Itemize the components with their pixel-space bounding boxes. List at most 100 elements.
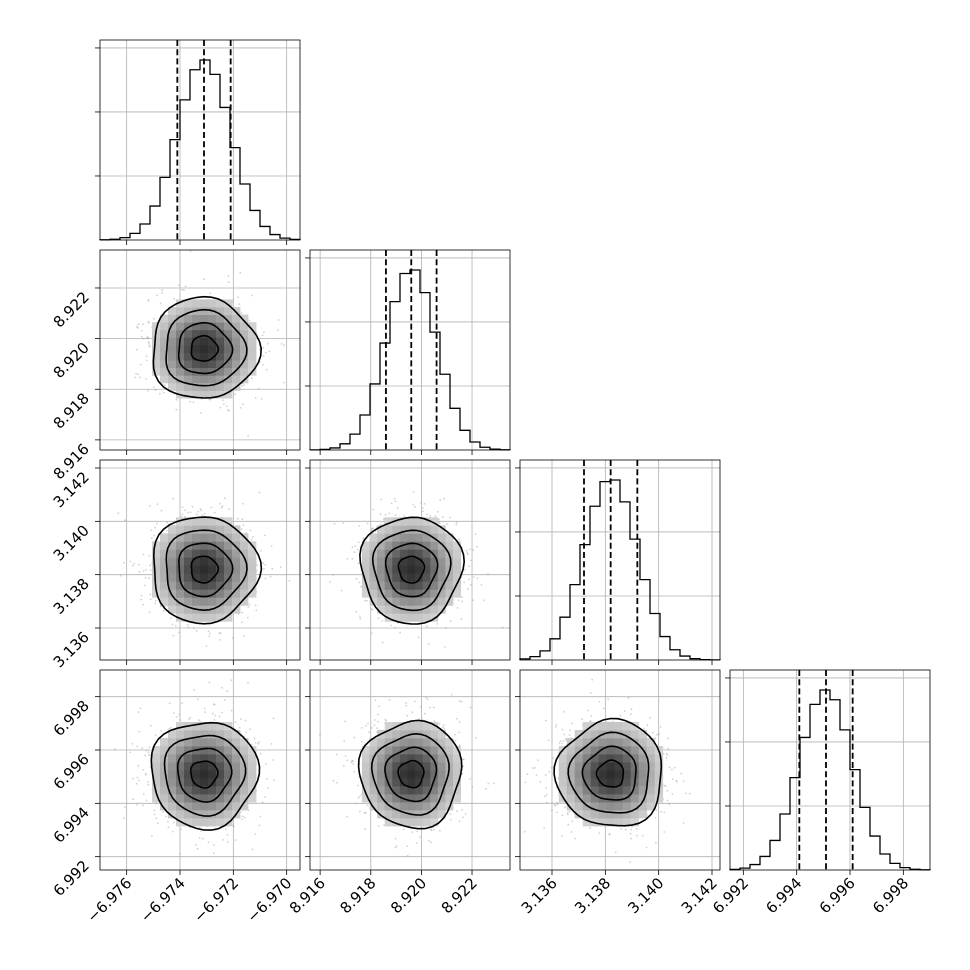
sample-point	[150, 529, 153, 531]
density-cell	[152, 754, 161, 763]
density-cell	[232, 802, 241, 811]
sample-point	[469, 778, 471, 780]
sample-point	[394, 846, 397, 849]
density-cell	[200, 738, 209, 747]
sample-point	[238, 303, 241, 306]
density-cell	[200, 754, 209, 763]
sample-point	[359, 617, 362, 620]
density-cell	[240, 565, 249, 574]
sample-point	[598, 832, 601, 834]
density-cell	[437, 597, 446, 606]
density-cell	[200, 352, 209, 361]
density-cell	[232, 754, 241, 763]
sample-point	[535, 774, 538, 776]
sample-point	[147, 783, 150, 786]
hist-line	[309, 269, 511, 451]
density-cell	[216, 557, 225, 566]
density-cell	[377, 786, 386, 795]
density-cell	[184, 605, 193, 614]
density-cell	[152, 770, 161, 779]
density-cell	[216, 337, 225, 346]
density-cell	[445, 589, 454, 598]
density-cell	[168, 738, 177, 747]
density-cell	[430, 738, 439, 747]
sample-point	[468, 578, 470, 580]
density-cell	[208, 810, 217, 819]
density-cell	[208, 541, 217, 550]
sample-point	[472, 576, 475, 578]
density-cell	[208, 573, 217, 582]
sample-point	[243, 634, 246, 637]
density-cell	[152, 344, 161, 353]
sample-point	[264, 796, 266, 798]
sample-point	[364, 599, 367, 602]
sample-point	[471, 786, 474, 788]
density-cell	[224, 810, 233, 819]
density-cell	[216, 322, 225, 331]
density-cell	[361, 549, 370, 558]
density-cell	[415, 541, 424, 550]
density-cell	[160, 352, 169, 361]
density-cell	[192, 565, 201, 574]
density-cell	[176, 589, 185, 598]
sample-point	[360, 727, 363, 729]
sample-point	[181, 288, 184, 291]
density-cell	[445, 786, 454, 795]
panel-2d-2-1	[305, 459, 511, 665]
density-cell	[160, 778, 169, 787]
density-cell	[248, 581, 257, 590]
density-cell	[606, 722, 616, 731]
sample-point	[184, 509, 186, 512]
density-cell	[200, 549, 209, 558]
sample-point	[426, 625, 428, 628]
sample-point	[571, 820, 574, 823]
density-cell	[192, 517, 201, 526]
sample-point	[263, 568, 265, 570]
sample-point	[461, 809, 463, 811]
density-cell	[176, 722, 185, 731]
sample-point	[416, 830, 419, 833]
density-cell	[590, 754, 600, 763]
sample-point	[469, 548, 471, 550]
sample-point	[405, 704, 408, 707]
density-cell	[224, 597, 233, 606]
hist-line	[519, 479, 721, 661]
density-cell	[392, 533, 401, 542]
density-cell	[216, 360, 225, 369]
density-cell	[216, 375, 225, 384]
density-cell	[192, 299, 201, 308]
density-cell	[224, 329, 233, 338]
sample-point	[619, 714, 622, 717]
sample-point	[354, 802, 357, 805]
sample-point	[147, 753, 150, 756]
density-cell	[192, 722, 201, 731]
sample-point	[142, 769, 145, 771]
density-cell	[422, 533, 431, 542]
contour-line	[177, 321, 234, 375]
density-cell	[168, 778, 177, 787]
density-cell	[168, 605, 177, 614]
density-cell	[184, 786, 193, 795]
sample-point	[433, 720, 436, 723]
sample-point	[241, 611, 244, 614]
density-cell	[614, 794, 624, 803]
density-cell	[399, 589, 408, 598]
density-cell	[240, 770, 249, 779]
sample-point	[552, 757, 554, 759]
density-cell	[582, 762, 592, 771]
density-cell	[184, 778, 193, 787]
density-cell	[566, 786, 576, 795]
sample-point	[147, 751, 150, 753]
density-cell	[224, 382, 233, 391]
density-cell	[392, 589, 401, 598]
y-tick-label: 6.994	[50, 803, 93, 846]
sample-point	[426, 698, 429, 701]
density-cell	[614, 738, 624, 747]
sample-point	[258, 824, 261, 827]
density-cell	[638, 786, 648, 795]
density-cell	[184, 597, 193, 606]
hist-panel-2	[515, 459, 721, 665]
density-cell	[590, 810, 600, 819]
density-cell	[590, 730, 600, 739]
sample-point	[455, 523, 458, 526]
